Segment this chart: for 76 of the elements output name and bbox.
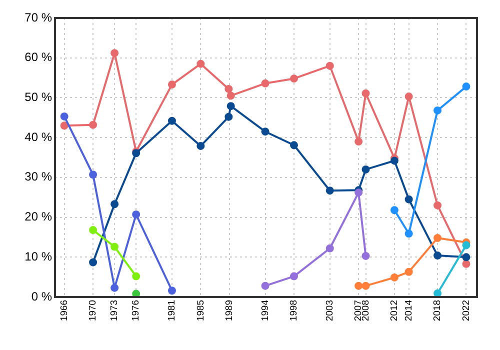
y-tick-label: 40 % xyxy=(24,130,52,144)
point xyxy=(434,106,442,114)
point xyxy=(390,156,398,165)
y-tick-label: 60 % xyxy=(24,50,52,64)
point xyxy=(404,195,413,204)
point xyxy=(168,80,176,89)
point xyxy=(290,141,298,150)
point xyxy=(224,84,233,93)
point xyxy=(110,284,119,292)
point xyxy=(326,186,334,195)
x-tick-label: 1970 xyxy=(88,300,99,322)
x-tick-label: 1985 xyxy=(195,300,206,322)
y-tick-label: 30 % xyxy=(24,170,52,184)
point xyxy=(434,201,442,210)
point xyxy=(261,282,270,290)
x-tick-label: 2018 xyxy=(432,300,444,322)
point xyxy=(290,272,298,280)
point xyxy=(168,116,176,125)
point xyxy=(226,92,235,100)
y-tick-label: 50 % xyxy=(24,90,52,104)
point xyxy=(434,252,442,260)
y-tick-label: 20 % xyxy=(24,210,52,224)
point xyxy=(290,74,298,83)
y-tick-label: 10 % xyxy=(24,249,52,264)
point xyxy=(89,258,98,266)
x-tick-label: 1989 xyxy=(224,300,236,322)
point xyxy=(132,290,140,297)
point xyxy=(226,102,235,110)
point xyxy=(132,272,140,280)
point xyxy=(110,200,119,208)
point xyxy=(390,273,398,282)
point xyxy=(326,244,334,252)
point xyxy=(404,268,413,276)
point xyxy=(89,226,98,234)
x-tick-label: 2012 xyxy=(389,300,400,322)
y-tick-label: 70 % xyxy=(24,10,52,24)
point xyxy=(462,241,470,250)
x-tick-label: 1973 xyxy=(109,300,120,322)
point xyxy=(354,282,363,290)
point xyxy=(354,138,363,146)
point xyxy=(354,188,363,197)
point xyxy=(168,286,176,295)
point xyxy=(434,289,442,297)
point xyxy=(261,128,270,136)
point xyxy=(89,170,98,179)
point xyxy=(110,242,119,251)
point xyxy=(60,112,68,120)
point xyxy=(132,210,140,218)
point xyxy=(89,120,98,129)
point xyxy=(434,234,442,242)
point xyxy=(362,252,370,260)
x-tick-label: 1998 xyxy=(288,300,300,322)
x-tick-label: 1994 xyxy=(260,300,271,322)
point xyxy=(462,260,470,268)
x-tick-label: 1981 xyxy=(166,300,178,322)
y-tick-label: 0 % xyxy=(31,289,52,304)
point xyxy=(326,62,334,70)
point xyxy=(196,142,205,150)
point xyxy=(462,82,470,91)
x-tick-label: 2003 xyxy=(324,300,336,322)
x-tick-label: 2022 xyxy=(460,300,472,322)
point xyxy=(362,165,370,174)
point xyxy=(390,206,398,214)
point xyxy=(261,79,270,88)
point xyxy=(404,92,413,101)
x-tick-label: 1966 xyxy=(58,300,70,322)
point xyxy=(224,112,233,121)
point xyxy=(60,122,68,130)
x-tick-label: 2014 xyxy=(403,300,414,322)
point xyxy=(462,253,470,262)
point xyxy=(110,49,119,58)
point xyxy=(196,60,205,68)
point xyxy=(404,230,413,238)
point xyxy=(362,282,370,290)
x-tick-label: 1976 xyxy=(130,300,142,322)
point xyxy=(362,89,370,98)
